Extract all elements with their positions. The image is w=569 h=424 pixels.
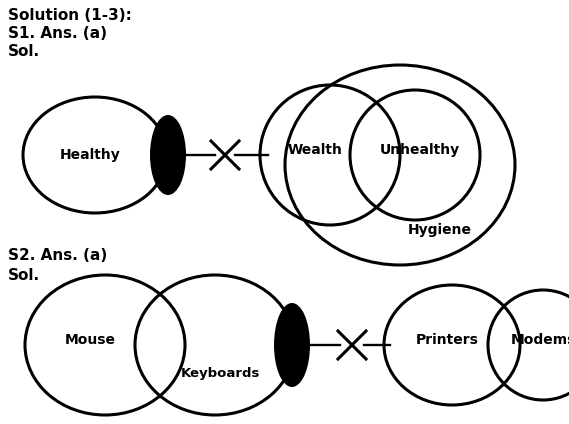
Text: Healthy: Healthy	[60, 148, 121, 162]
Text: Mouse: Mouse	[64, 333, 116, 347]
Text: S1. Ans. (a): S1. Ans. (a)	[8, 26, 107, 41]
Text: Wealth: Wealth	[287, 143, 343, 157]
Text: Sol.: Sol.	[8, 44, 40, 59]
Text: S2. Ans. (a): S2. Ans. (a)	[8, 248, 107, 263]
Text: Solution (1-3):: Solution (1-3):	[8, 8, 132, 23]
Text: Sol.: Sol.	[8, 268, 40, 283]
Text: Hygiene: Hygiene	[408, 223, 472, 237]
Ellipse shape	[274, 303, 310, 387]
Text: Keyboards: Keyboards	[180, 366, 259, 379]
Text: Printers: Printers	[415, 333, 479, 347]
Text: Modems: Modems	[510, 333, 569, 347]
Ellipse shape	[150, 115, 186, 195]
Text: Unhealthy: Unhealthy	[380, 143, 460, 157]
